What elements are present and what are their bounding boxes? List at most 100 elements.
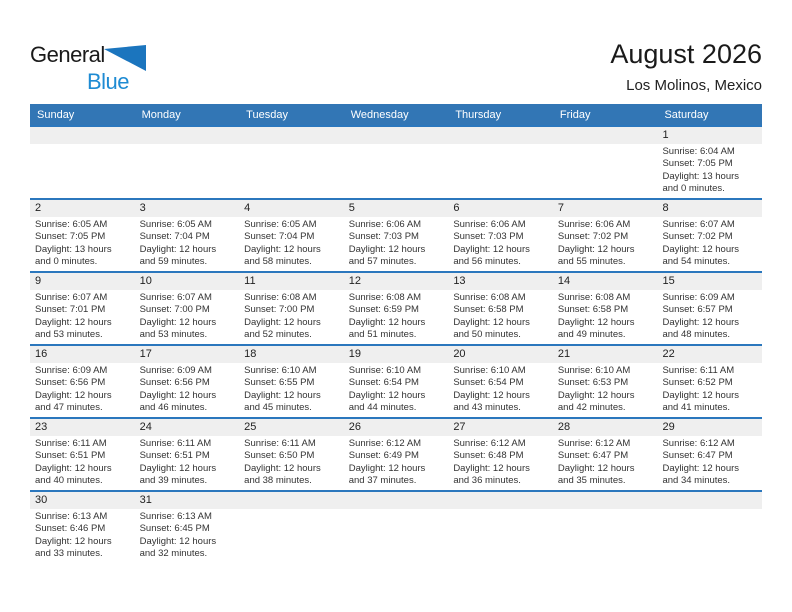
page-title: August 2026 — [610, 39, 762, 69]
info-line: Daylight: 12 hours — [557, 243, 635, 255]
info-line: Sunset: 7:03 PM — [453, 231, 524, 243]
day-info: Sunrise: 6:12 AM Sunset: 6:47 PM Daylight:… — [657, 436, 762, 488]
day-cell-empty — [343, 492, 449, 563]
day-number: 4 — [239, 200, 344, 217]
day-info: Sunrise: 6:13 AM Sunset: 6:45 PM Daylight:… — [135, 509, 240, 561]
info-line: Sunset: 6:51 PM — [35, 450, 106, 462]
info-line: Sunrise: 6:11 AM — [35, 438, 107, 449]
day-cell-1: 1 Sunrise: 6:04 AM Sunset: 7:05 PM Daylight… — [657, 127, 763, 198]
day-info: Sunrise: 6:11 AM Sunset: 6:52 PM Daylight:… — [657, 363, 762, 415]
day-info: Sunrise: 6:12 AM Sunset: 6:48 PM Daylight:… — [448, 436, 553, 488]
info-line: Daylight: 12 hours — [139, 389, 217, 401]
info-line: Sunrise: 6:08 AM — [244, 292, 317, 303]
day-number: 22 — [657, 346, 763, 363]
day-cell-18: 18 Sunrise: 6:10 AM Sunset: 6:55 PM Dayligh… — [239, 346, 344, 417]
info-line: Daylight: 12 hours — [557, 462, 635, 474]
day-cell-empty — [239, 492, 344, 563]
weekday-header-monday: Monday — [141, 108, 181, 121]
day-info: Sunrise: 6:08 AM Sunset: 6:59 PM Daylight:… — [344, 290, 449, 342]
info-line: Sunrise: 6:10 AM — [453, 365, 526, 376]
day-number: 30 — [30, 492, 135, 509]
info-line: Daylight: 12 hours — [453, 243, 530, 255]
info-line: Sunset: 6:52 PM — [662, 377, 733, 389]
info-line: Sunset: 6:58 PM — [453, 304, 524, 316]
info-line: Daylight: 12 hours — [453, 316, 530, 328]
day-cell-20: 20 Sunrise: 6:10 AM Sunset: 6:54 PM Dayligh… — [448, 346, 553, 417]
info-line: Sunrise: 6:05 AM — [244, 219, 317, 230]
info-line: Daylight: 13 hours — [662, 170, 740, 182]
day-cell-31: 31 Sunrise: 6:13 AM Sunset: 6:45 PM Dayligh… — [134, 492, 240, 563]
day-cell-empty — [30, 127, 135, 198]
day-info: Sunrise: 6:10 AM Sunset: 6:54 PM Daylight:… — [448, 363, 553, 415]
day-info — [657, 509, 762, 511]
day-number: 2 — [30, 200, 135, 217]
day-info — [448, 144, 553, 146]
info-line: and 54 minutes. — [662, 256, 731, 268]
day-cell-25: 25 Sunrise: 6:11 AM Sunset: 6:50 PM Dayligh… — [239, 419, 344, 490]
info-line: Sunset: 7:00 PM — [244, 304, 315, 316]
day-cell-24: 24 Sunrise: 6:11 AM Sunset: 6:51 PM Dayligh… — [134, 419, 240, 490]
info-line: Daylight: 12 hours — [453, 389, 530, 401]
weekday-header-row: Sunday Monday Tuesday Wednesday Thursday Frid… — [30, 104, 762, 125]
info-line: Daylight: 12 hours — [348, 462, 426, 474]
info-line: Sunrise: 6:11 AM — [139, 438, 212, 449]
day-cell-empty — [448, 492, 553, 563]
info-line: and 37 minutes. — [348, 475, 417, 487]
day-cell-empty — [552, 127, 658, 198]
week-row: 23 Sunrise: 6:11 AM Sunset: 6:51 PM Dayligh… — [30, 417, 763, 490]
info-line: Sunset: 6:56 PM — [35, 377, 106, 389]
day-info: Sunrise: 6:04 AM Sunset: 7:05 PM Daylight:… — [657, 144, 762, 196]
day-number — [657, 492, 763, 509]
info-line: and 32 minutes. — [139, 548, 208, 560]
info-line: Sunset: 6:51 PM — [139, 450, 210, 462]
week-row: 1 Sunrise: 6:04 AM Sunset: 7:05 PM Daylight… — [30, 125, 763, 198]
info-line: Sunrise: 6:09 AM — [662, 292, 735, 303]
day-info: Sunrise: 6:10 AM Sunset: 6:55 PM Daylight:… — [239, 363, 344, 415]
day-info: Sunrise: 6:06 AM Sunset: 7:02 PM Daylight:… — [553, 217, 658, 269]
info-line: Sunrise: 6:12 AM — [453, 438, 526, 449]
info-line: and 52 minutes. — [244, 329, 312, 341]
info-line: Sunrise: 6:06 AM — [348, 219, 422, 230]
calendar-grid: 1 Sunrise: 6:04 AM Sunset: 7:05 PM Daylight… — [30, 125, 763, 563]
info-line: Sunset: 6:47 PM — [662, 450, 733, 462]
info-line: and 47 minutes. — [35, 402, 103, 414]
week-row: 2 Sunrise: 6:05 AM Sunset: 7:05 PM Daylight… — [30, 198, 763, 271]
info-line: Daylight: 12 hours — [453, 462, 530, 474]
info-line: Daylight: 12 hours — [35, 389, 112, 401]
info-line: Sunset: 6:59 PM — [348, 304, 419, 316]
day-number: 13 — [448, 273, 553, 290]
day-cell-13: 13 Sunrise: 6:08 AM Sunset: 6:58 PM Dayligh… — [448, 273, 553, 344]
info-line: and 48 minutes. — [662, 329, 731, 341]
day-info: Sunrise: 6:10 AM Sunset: 6:53 PM Daylight:… — [553, 363, 658, 415]
info-line: Daylight: 12 hours — [244, 462, 321, 474]
day-info — [344, 509, 449, 511]
info-line: Daylight: 12 hours — [244, 389, 321, 401]
day-number: 12 — [343, 273, 449, 290]
day-cell-empty — [343, 127, 449, 198]
day-number: 6 — [448, 200, 553, 217]
day-cell-3: 3 Sunrise: 6:05 AM Sunset: 7:04 PM Daylight… — [134, 200, 240, 271]
day-number: 31 — [134, 492, 240, 509]
day-number: 29 — [657, 419, 763, 436]
info-line: Sunset: 7:05 PM — [35, 231, 106, 243]
day-info: Sunrise: 6:13 AM Sunset: 6:46 PM Daylight:… — [30, 509, 135, 561]
day-cell-21: 21 Sunrise: 6:10 AM Sunset: 6:53 PM Dayligh… — [552, 346, 658, 417]
info-line: and 51 minutes. — [348, 329, 417, 341]
day-info: Sunrise: 6:05 AM Sunset: 7:04 PM Daylight:… — [239, 217, 344, 269]
info-line: and 0 minutes. — [35, 256, 98, 268]
info-line: and 39 minutes. — [139, 475, 208, 487]
info-line: and 57 minutes. — [348, 256, 417, 268]
info-line: Sunrise: 6:11 AM — [662, 365, 735, 376]
day-cell-22: 22 Sunrise: 6:11 AM Sunset: 6:52 PM Dayligh… — [657, 346, 763, 417]
day-info — [30, 144, 135, 146]
info-line: Sunset: 6:49 PM — [348, 450, 419, 462]
info-line: Daylight: 12 hours — [557, 316, 635, 328]
info-line: Daylight: 12 hours — [557, 389, 635, 401]
info-line: and 36 minutes. — [453, 475, 521, 487]
day-info — [553, 509, 658, 511]
info-line: Daylight: 12 hours — [662, 243, 740, 255]
week-row: 9 Sunrise: 6:07 AM Sunset: 7:01 PM Daylight… — [30, 271, 763, 344]
day-cell-4: 4 Sunrise: 6:05 AM Sunset: 7:04 PM Daylight… — [239, 200, 344, 271]
day-number — [343, 127, 449, 144]
